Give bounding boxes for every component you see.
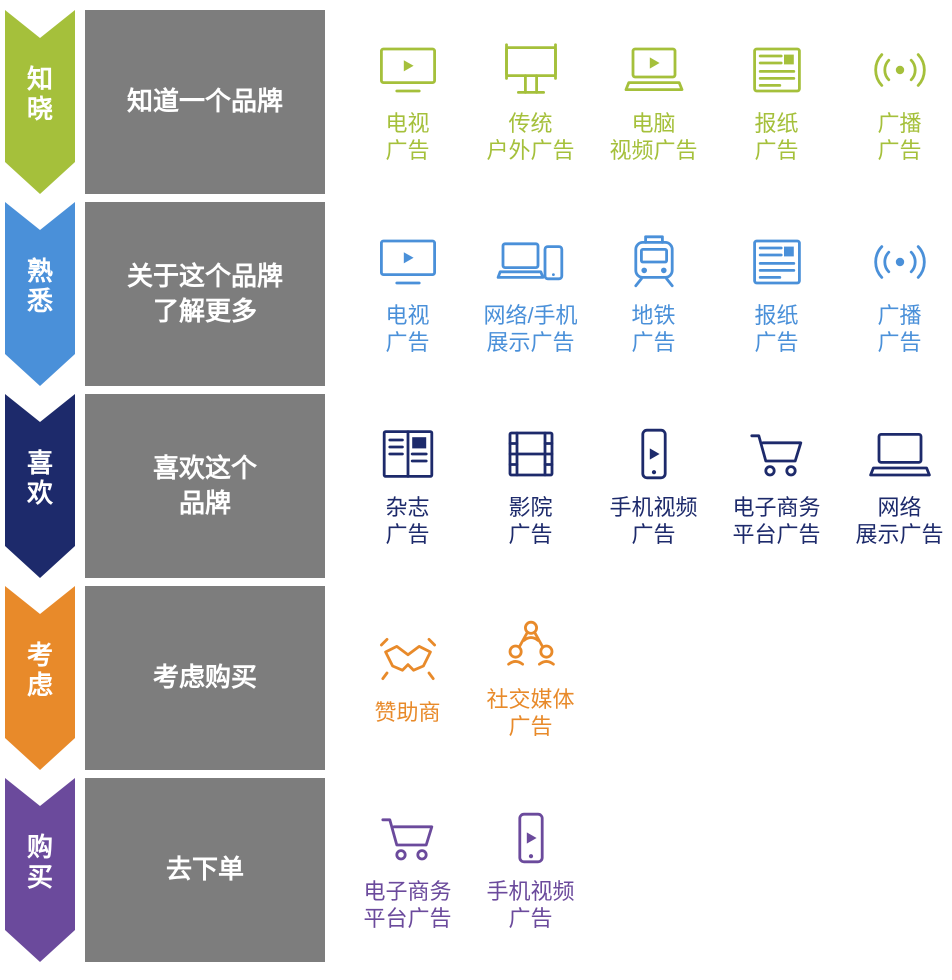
channel-cart: 电子商务 平台广告 (350, 808, 465, 933)
channel-label: 电子商务 平台广告 (732, 494, 820, 549)
channel-label: 手机视频 广告 (486, 878, 574, 933)
channel-label: 广播 广告 (877, 302, 921, 357)
mobile-play-icon (496, 808, 566, 868)
newspaper-icon (742, 232, 812, 292)
channel-billboard: 传统 户外广告 (473, 40, 588, 165)
chevron-consideration: 考虑 (5, 586, 75, 770)
channel-tv: 电视 广告 (350, 232, 465, 357)
channel-laptop: 网络 展示广告 (842, 424, 952, 549)
stage-row-liking: 喜欢喜欢这个品牌杂志 广告 影院 广告 手机视频 广告电子商务 平台广告网络 展示广… (5, 394, 947, 578)
cart-icon (373, 808, 443, 868)
channel-label: 影院 广告 (508, 494, 552, 549)
cinema-icon (496, 424, 566, 484)
channel-label: 网络 展示广告 (855, 494, 943, 549)
description-familiarity: 关于这个品牌了解更多 (85, 202, 325, 386)
channel-label: 电脑 视频广告 (609, 110, 697, 165)
channel-laptop-mobile: 网络/手机 展示广告 (473, 232, 588, 357)
stage-row-consideration: 考虑考虑购买赞助商 社交媒体 广告 (5, 586, 947, 770)
stage-row-familiarity: 熟悉关于这个品牌了解更多电视 广告 网络/手机 展示广告 地铁 广告 报纸 广告 广播 … (5, 202, 947, 386)
channel-mobile-play: 手机视频 广告 (473, 808, 588, 933)
social-icon (496, 616, 566, 676)
channel-label: 地铁 广告 (631, 302, 675, 357)
channel-cinema: 影院 广告 (473, 424, 588, 549)
chevron-awareness: 知晓 (5, 10, 75, 194)
channel-social: 社交媒体 广告 (473, 616, 588, 741)
chevron-label: 购买 (27, 833, 53, 893)
billboard-icon (496, 40, 566, 100)
channel-magazine: 杂志 广告 (350, 424, 465, 549)
chevron-label: 知晓 (27, 65, 53, 125)
channels-consideration: 赞助商 社交媒体 广告 (325, 586, 947, 770)
channel-label: 电子商务 平台广告 (363, 878, 451, 933)
chevron-liking: 喜欢 (5, 394, 75, 578)
channel-tv: 电视 广告 (350, 40, 465, 165)
magazine-icon (373, 424, 443, 484)
handshake-icon (373, 629, 443, 689)
chevron-label: 喜欢 (27, 449, 53, 509)
channel-newspaper: 报纸 广告 (719, 232, 834, 357)
channel-mobile-play: 手机视频 广告 (596, 424, 711, 549)
channels-familiarity: 电视 广告 网络/手机 展示广告 地铁 广告 报纸 广告 广播 广告 (325, 202, 952, 386)
channel-label: 赞助商 (374, 699, 440, 727)
chevron-familiarity: 熟悉 (5, 202, 75, 386)
channel-subway: 地铁 广告 (596, 232, 711, 357)
channel-label: 社交媒体 广告 (486, 686, 574, 741)
channel-newspaper: 报纸 广告 (719, 40, 834, 165)
channel-label: 传统 户外广告 (486, 110, 574, 165)
channel-label: 报纸 广告 (754, 110, 798, 165)
tv-icon (373, 40, 443, 100)
description-purchase: 去下单 (85, 778, 325, 962)
chevron-label: 考虑 (27, 641, 53, 701)
broadcast-icon (865, 40, 935, 100)
stage-row-awareness: 知晓知道一个品牌电视 广告 传统 户外广告电脑 视频广告 报纸 广告 广播 广告 (5, 10, 947, 194)
laptop-mobile-icon (496, 232, 566, 292)
laptop-icon (865, 424, 935, 484)
description-liking: 喜欢这个品牌 (85, 394, 325, 578)
description-consideration: 考虑购买 (85, 586, 325, 770)
channels-awareness: 电视 广告 传统 户外广告电脑 视频广告 报纸 广告 广播 广告 (325, 10, 952, 194)
mobile-play-icon (619, 424, 689, 484)
channel-label: 报纸 广告 (754, 302, 798, 357)
channel-label: 电视 广告 (385, 110, 429, 165)
channel-label: 电视 广告 (385, 302, 429, 357)
channel-cart: 电子商务 平台广告 (719, 424, 834, 549)
channels-purchase: 电子商务 平台广告手机视频 广告 (325, 778, 947, 962)
channel-broadcast: 广播 广告 (842, 232, 952, 357)
channel-handshake: 赞助商 (350, 629, 465, 727)
channel-label: 杂志 广告 (385, 494, 429, 549)
chevron-purchase: 购买 (5, 778, 75, 962)
chevron-label: 熟悉 (27, 257, 53, 317)
newspaper-icon (742, 40, 812, 100)
channel-broadcast: 广播 广告 (842, 40, 952, 165)
channel-laptop-play: 电脑 视频广告 (596, 40, 711, 165)
tv-icon (373, 232, 443, 292)
channels-liking: 杂志 广告 影院 广告 手机视频 广告电子商务 平台广告网络 展示广告 (325, 394, 952, 578)
broadcast-icon (865, 232, 935, 292)
funnel-infographic: 知晓知道一个品牌电视 广告传统 户外广告电脑 视频广告报纸 广告广播 广告 熟悉… (5, 10, 947, 962)
channel-label: 广播 广告 (877, 110, 921, 165)
laptop-play-icon (619, 40, 689, 100)
stage-row-purchase: 购买去下单电子商务 平台广告手机视频 广告 (5, 778, 947, 962)
subway-icon (619, 232, 689, 292)
channel-label: 手机视频 广告 (609, 494, 697, 549)
cart-icon (742, 424, 812, 484)
description-awareness: 知道一个品牌 (85, 10, 325, 194)
channel-label: 网络/手机 展示广告 (483, 302, 577, 357)
